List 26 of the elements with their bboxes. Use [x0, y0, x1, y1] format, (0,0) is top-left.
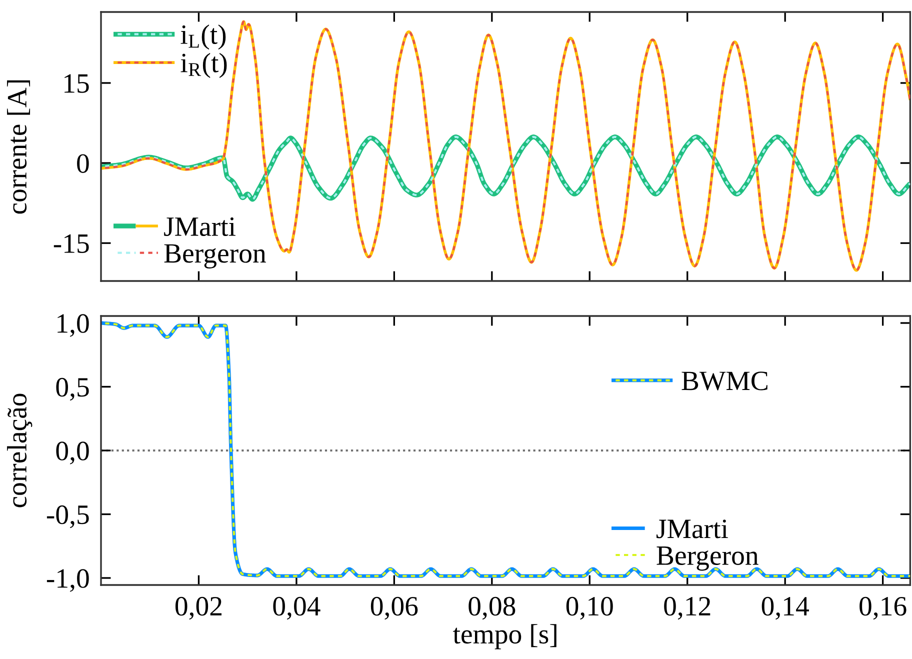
y-tick-label: -0,5	[46, 505, 89, 528]
y-tick-label: -1,0	[46, 569, 89, 592]
x-tick-label: 0,16	[860, 596, 906, 620]
legend-label: i$_{R}$(t)	[180, 52, 227, 78]
y-tick-label: 0,0	[56, 442, 89, 464]
annotation: Bergeron	[164, 244, 266, 268]
x-tick-label: 0,10	[566, 596, 613, 620]
legend-label: Bergeron	[656, 546, 758, 571]
x-tick-label: 0,12	[664, 596, 710, 620]
annotation: JMarti	[164, 217, 236, 236]
x-tick-label: 0,04	[273, 596, 320, 620]
y-axis-title: corrente [A]	[7, 80, 30, 214]
y-tick-label: 0	[77, 154, 89, 173]
y-tick-label: -15	[54, 234, 89, 254]
y-tick-label: 0,5	[56, 378, 89, 401]
y-tick-label: 1,0	[58, 314, 89, 337]
legend-label: JMarti	[656, 520, 728, 538]
x-tick-label: 0,06	[370, 596, 418, 620]
x-tick-label: 0,08	[468, 596, 516, 620]
y-axis-title: correlação	[7, 394, 32, 508]
x-axis-title: tempo [s]	[453, 624, 556, 650]
legend-label: i$_{L}$(t)	[180, 24, 226, 50]
x-tick-label: 0,14	[762, 596, 809, 620]
annotation: BWMC	[682, 372, 768, 390]
y-tick-label: 15	[64, 74, 89, 93]
x-tick-label: 0,02	[175, 596, 222, 620]
